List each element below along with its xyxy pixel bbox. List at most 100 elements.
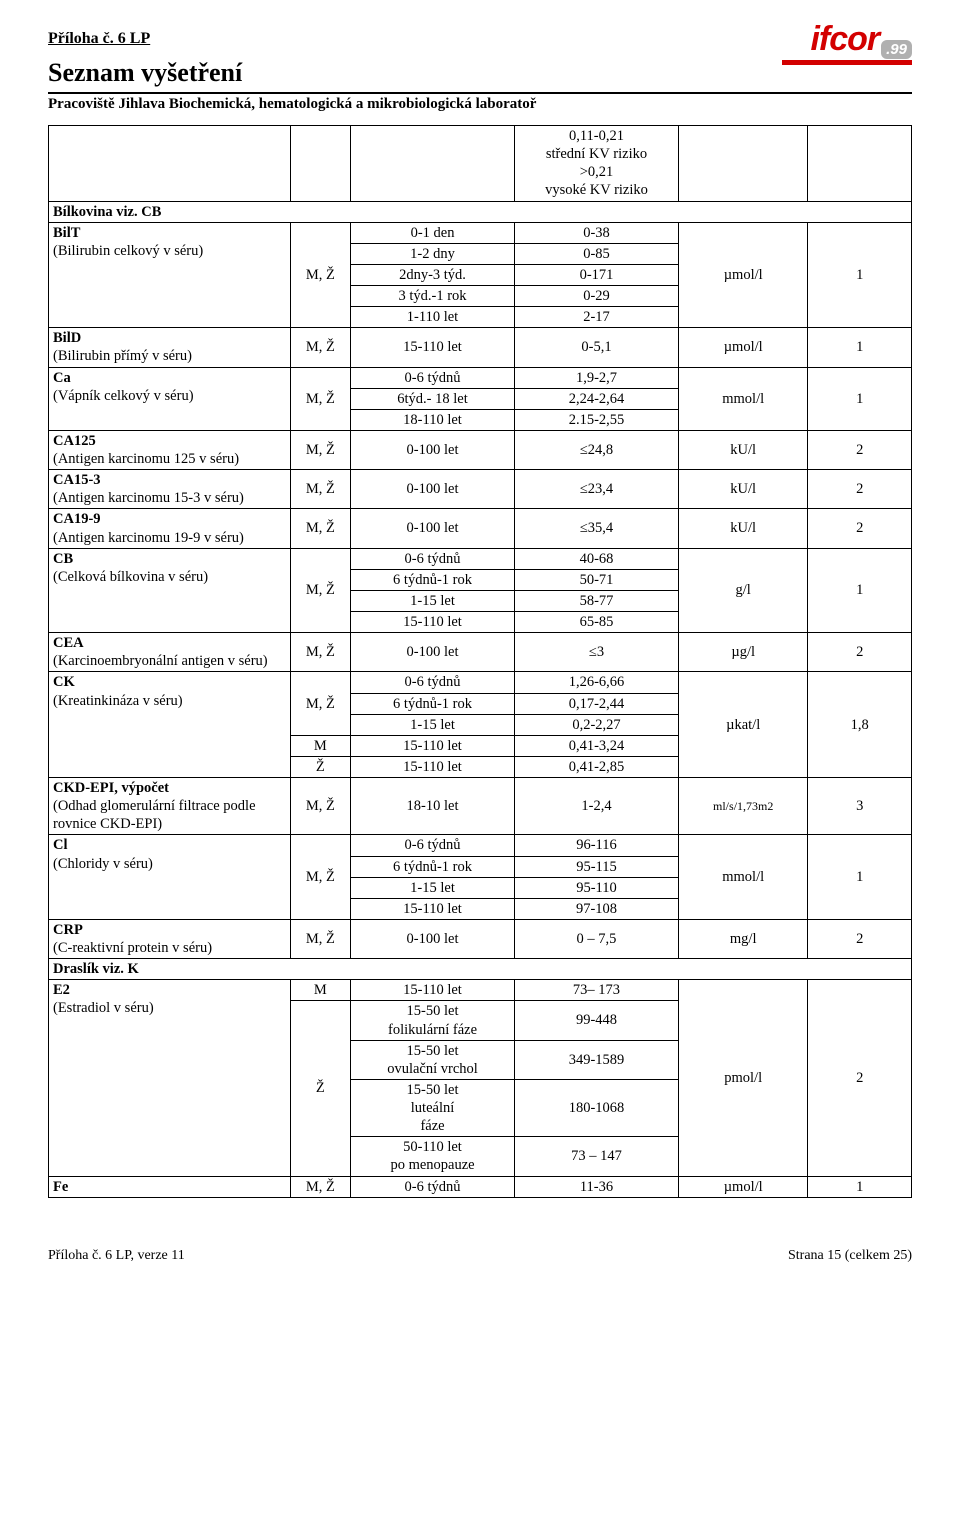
cell-age: 50-110 letpo menopauze [351, 1137, 515, 1176]
cell-empty [290, 126, 350, 202]
row-name: CA15-3(Antigen karcinomu 15-3 v séru) [49, 470, 291, 509]
row-name: CK(Kreatinkináza v séru) [49, 672, 291, 778]
cell-value: 58-77 [515, 590, 679, 611]
cell-unit: µmol/l [678, 328, 807, 367]
cell-empty [808, 126, 912, 202]
cell-age: 15-110 let [351, 898, 515, 919]
cell-unit: mg/l [678, 919, 807, 958]
cell-value: 349-1589 [515, 1040, 679, 1079]
page-header: Příloha č. 6 LP Seznam vyšetření ifcor.9… [48, 30, 912, 90]
cell-value: 0-171 [515, 264, 679, 285]
cell-age: 15-110 let [351, 612, 515, 633]
cell-sex: M, Ž [290, 548, 350, 633]
cell-age: 1-15 let [351, 590, 515, 611]
cell-age: 1-15 let [351, 877, 515, 898]
cell-age: 15-50 letovulační vrchol [351, 1040, 515, 1079]
cell-age: 6týd.- 18 let [351, 388, 515, 409]
cell-age: 6 týdnů-1 rok [351, 856, 515, 877]
cell-sex: M, Ž [290, 835, 350, 920]
cell-value: 95-110 [515, 877, 679, 898]
cell-age: 0-6 týdnů [351, 1176, 515, 1197]
row-name: CA19-9(Antigen karcinomu 19-9 v séru) [49, 509, 291, 548]
cell-n: 1 [808, 328, 912, 367]
row-name: CB(Celková bílkovina v séru) [49, 548, 291, 633]
cell-age: 15-110 let [351, 735, 515, 756]
cell-value: 1-2,4 [515, 778, 679, 835]
cell-age: 3 týd.-1 rok [351, 286, 515, 307]
exam-table: 0,11-0,21střední KV riziko>0,21vysoké KV… [48, 125, 912, 1198]
row-name: Bílkovina viz. CB [49, 201, 912, 222]
row-name: CKD-EPI, výpočet(Odhad glomerulární filt… [49, 778, 291, 835]
row-name: CA125(Antigen karcinomu 125 v séru) [49, 430, 291, 469]
cell-value: 0,2-2,27 [515, 714, 679, 735]
cell-value: 0,41-3,24 [515, 735, 679, 756]
row-name: Draslík viz. K [49, 959, 912, 980]
row-name: CEA(Karcinoembryonální antigen v séru) [49, 633, 291, 672]
cell-value: 2.15-2,55 [515, 409, 679, 430]
row-name: BilD(Bilirubin přímý v séru) [49, 328, 291, 367]
footer-left: Příloha č. 6 LP, verze 11 [48, 1248, 185, 1264]
cell-value: 0-38 [515, 222, 679, 243]
cell-age: 15-110 let [351, 980, 515, 1001]
cell-age: 1-15 let [351, 714, 515, 735]
cell-value: ≤3 [515, 633, 679, 672]
cell-value: 95-115 [515, 856, 679, 877]
cell-n: 1 [808, 367, 912, 430]
logo-sub: .99 [881, 40, 912, 59]
cell-n: 3 [808, 778, 912, 835]
cell-value: 0-5,1 [515, 328, 679, 367]
cell-sex: Ž [290, 1001, 350, 1176]
cell-sex: M, Ž [290, 1176, 350, 1197]
cell-value: ≤24,8 [515, 430, 679, 469]
cell-sex: M, Ž [290, 328, 350, 367]
cell-sex: M, Ž [290, 367, 350, 430]
cell-value: 0,17-2,44 [515, 693, 679, 714]
cell-age: 15-110 let [351, 756, 515, 777]
cell-value: 99-448 [515, 1001, 679, 1040]
cell-sex: M, Ž [290, 509, 350, 548]
cell-value: 1,26-6,66 [515, 672, 679, 693]
cell-unit: mmol/l [678, 367, 807, 430]
page-title: Seznam vyšetření [48, 58, 782, 88]
cell-unit: µmol/l [678, 222, 807, 328]
cell-unit: kU/l [678, 509, 807, 548]
cell-age: 0-6 týdnů [351, 835, 515, 856]
cell-age: 6 týdnů-1 rok [351, 693, 515, 714]
cell-value: 11-36 [515, 1176, 679, 1197]
cell-age: 0-1 den [351, 222, 515, 243]
cell-sex: M, Ž [290, 430, 350, 469]
cell-unit: µmol/l [678, 1176, 807, 1197]
page-subtitle: Pracoviště Jihlava Biochemická, hematolo… [48, 96, 912, 113]
cell-age: 6 týdnů-1 rok [351, 569, 515, 590]
cell-age: 0-100 let [351, 430, 515, 469]
cell-value: 50-71 [515, 569, 679, 590]
logo-main: ifcor [810, 20, 879, 58]
cell-age: 0-6 týdnů [351, 548, 515, 569]
attachment-label: Příloha č. 6 LP [48, 30, 782, 48]
cell-empty [49, 126, 291, 202]
cell-unit: kU/l [678, 470, 807, 509]
cell-value: 2,24-2,64 [515, 388, 679, 409]
risk-value: 0,11-0,21střední KV riziko>0,21vysoké KV… [515, 126, 679, 202]
cell-age: 18-110 let [351, 409, 515, 430]
cell-n: 2 [808, 980, 912, 1176]
cell-sex: M, Ž [290, 222, 350, 328]
cell-n: 1 [808, 835, 912, 920]
cell-age: 2dny-3 týd. [351, 264, 515, 285]
cell-age: 1-110 let [351, 307, 515, 328]
cell-value: 65-85 [515, 612, 679, 633]
cell-value: 73– 173 [515, 980, 679, 1001]
cell-age: 0-6 týdnů [351, 672, 515, 693]
cell-sex: M, Ž [290, 919, 350, 958]
cell-sex: M, Ž [290, 633, 350, 672]
cell-sex: M [290, 980, 350, 1001]
cell-age: 15-110 let [351, 328, 515, 367]
cell-value: 180-1068 [515, 1079, 679, 1136]
cell-value: 2-17 [515, 307, 679, 328]
cell-unit: µkat/l [678, 672, 807, 778]
cell-sex: M, Ž [290, 470, 350, 509]
logo-underline [782, 60, 912, 65]
cell-age: 0-100 let [351, 919, 515, 958]
cell-n: 2 [808, 919, 912, 958]
cell-sex: M, Ž [290, 778, 350, 835]
